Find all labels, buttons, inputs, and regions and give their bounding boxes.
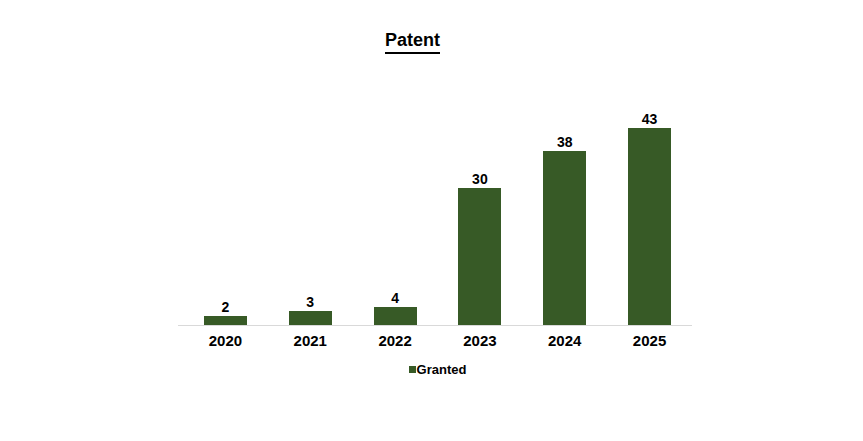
category-label-2024: 2024 bbox=[522, 332, 607, 349]
bar-slot-2024: 38 bbox=[522, 135, 607, 325]
bar-2021 bbox=[289, 311, 332, 325]
plot-area: 2 3 4 30 38 43 bbox=[183, 0, 692, 325]
category-label-2023: 2023 bbox=[437, 332, 522, 349]
legend-swatch-granted bbox=[409, 366, 416, 373]
legend-label: Granted bbox=[417, 362, 467, 377]
bar-2022 bbox=[374, 307, 417, 325]
bar-2023 bbox=[458, 188, 501, 325]
bar-slot-2020: 2 bbox=[183, 300, 268, 325]
value-label-2022: 4 bbox=[391, 291, 399, 305]
value-label-2020: 2 bbox=[222, 300, 230, 314]
bar-slot-2025: 43 bbox=[607, 112, 692, 325]
legend: Granted bbox=[183, 362, 692, 377]
bar-2020 bbox=[204, 316, 247, 325]
bar-2025 bbox=[628, 128, 671, 325]
value-label-2021: 3 bbox=[306, 295, 314, 309]
value-label-2025: 43 bbox=[642, 112, 658, 126]
category-label-2020: 2020 bbox=[183, 332, 268, 349]
bar-2024 bbox=[543, 151, 586, 325]
bar-slot-2021: 3 bbox=[268, 295, 353, 325]
category-label-2022: 2022 bbox=[353, 332, 438, 349]
category-label-2025: 2025 bbox=[607, 332, 692, 349]
category-label-2021: 2021 bbox=[268, 332, 353, 349]
value-label-2023: 30 bbox=[472, 172, 488, 186]
x-axis-line bbox=[178, 325, 692, 326]
bar-slot-2023: 30 bbox=[437, 172, 522, 325]
value-label-2024: 38 bbox=[557, 135, 573, 149]
bar-slot-2022: 4 bbox=[353, 291, 438, 325]
x-axis-labels: 202020212022202320242025 bbox=[183, 332, 692, 349]
